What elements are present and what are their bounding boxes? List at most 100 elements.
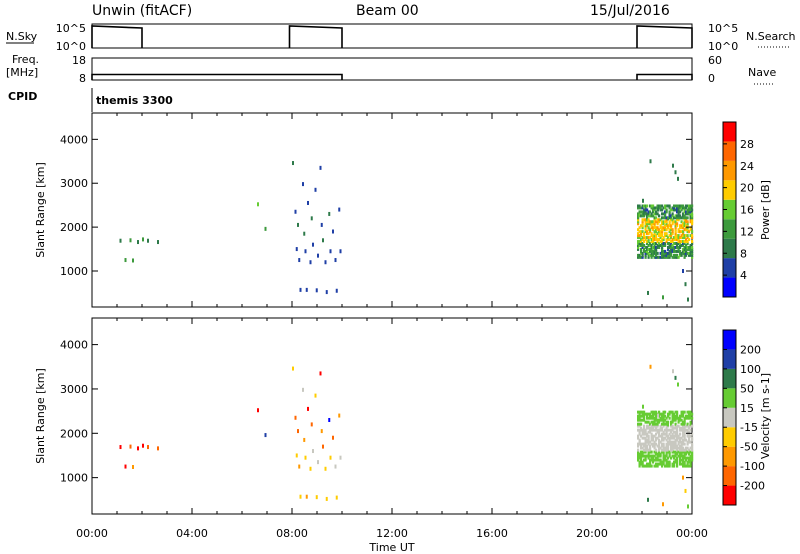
velocity-point: [299, 494, 302, 499]
power-patch-cell: [673, 238, 676, 242]
velocity-patch-cell: [644, 442, 647, 446]
power-patch-cell: [688, 247, 691, 251]
power-patch-cell: [662, 216, 665, 220]
velocity-patch-cell: [671, 462, 674, 466]
velocity-patch-cell: [691, 450, 694, 454]
power-colorbar-swatch: [723, 258, 736, 278]
velocity-patch-cell: [689, 450, 692, 454]
velocity-patch-cell: [685, 414, 688, 418]
velocity-patch-cell: [691, 442, 694, 446]
power-patch-cell: [650, 255, 653, 259]
power-points: [119, 159, 694, 302]
velocity-patch-cell: [650, 410, 653, 414]
power-point: [305, 287, 308, 292]
power-patch-cell: [683, 245, 686, 249]
power-point: [332, 229, 334, 234]
power-patch-cell: [664, 210, 667, 214]
power-patch-cell: [659, 230, 662, 234]
velocity-patch-cell: [686, 456, 689, 460]
power-patch-cell: [682, 206, 685, 210]
power-patch-cell: [661, 242, 664, 246]
power-patch-cell: [662, 226, 665, 230]
velocity-patch-cell: [668, 412, 671, 416]
velocity-patch-cell: [647, 440, 650, 444]
power-patch-cell: [653, 216, 656, 220]
velocity-patch-cell: [661, 416, 664, 420]
velocity-patch-cell: [641, 462, 644, 466]
velocity-patch-cell: [640, 462, 643, 466]
power-patch-cell: [665, 208, 668, 212]
power-patch-cell: [653, 242, 656, 246]
power-patch-cell: [689, 210, 692, 214]
power-patch-cell: [655, 245, 658, 249]
power-patch-cell: [637, 234, 640, 238]
velocity-patch-cell: [682, 456, 685, 460]
power-patch-cell: [661, 251, 664, 255]
velocity-patch-cell: [661, 438, 664, 442]
power-patch-cell: [664, 243, 667, 247]
power-patch-cell: [682, 230, 685, 234]
velocity-point: [672, 369, 674, 374]
velocity-patch-cell: [670, 422, 673, 426]
velocity-patch-cell: [670, 448, 673, 452]
velocity-patch-cell: [653, 410, 656, 414]
velocity-patch-cell: [680, 444, 683, 448]
power-patch-cell: [649, 214, 652, 218]
freq-segment: [636, 73, 693, 80]
power-patch-cell: [649, 249, 652, 253]
velocity-patch-cell: [647, 452, 650, 456]
power-patch-cell: [650, 238, 653, 242]
power-patch-cell: [655, 220, 658, 224]
velocity-patch-cell: [683, 442, 686, 446]
velocity-patch-cell: [688, 438, 691, 442]
power-patch-cell: [668, 253, 671, 257]
power-patch-cell: [665, 228, 668, 232]
velocity-patch-cell: [641, 432, 644, 436]
power-patch-cell: [643, 212, 646, 216]
velocity-patch-cell: [652, 444, 655, 448]
velocity-patch-cell: [649, 422, 652, 426]
power-patch-cell: [673, 236, 676, 240]
velocity-patch-cell: [653, 458, 656, 462]
power-patch-cell: [647, 212, 650, 216]
velocity-patch-cell: [637, 444, 640, 448]
power-patch-cell: [691, 220, 694, 224]
velocity-patch-cell: [674, 458, 677, 462]
velocity-patch-cell: [677, 418, 680, 422]
power-patch-cell: [653, 232, 656, 236]
velocity-patch-cell: [665, 416, 668, 420]
power-patch-cell: [638, 214, 641, 218]
velocity-patch-cell: [682, 450, 685, 454]
velocity-patch-cell: [640, 422, 643, 426]
x-axis-title: Time UT: [368, 541, 414, 554]
power-patch-cell: [653, 206, 656, 210]
velocity-patch-cell: [641, 464, 644, 468]
power-patch-cell: [644, 253, 647, 257]
power-patch-cell: [658, 245, 661, 249]
velocity-patch-cell: [644, 448, 647, 452]
velocity-patch-cell: [667, 456, 670, 460]
velocity-colorbar-swatch: [723, 485, 736, 505]
power-patch-cell: [653, 251, 656, 255]
velocity-patch-cell: [686, 432, 689, 436]
velocity-patch-cell: [673, 412, 676, 416]
velocity-patch-cell: [688, 416, 691, 420]
power-patch-cell: [674, 245, 677, 249]
velocity-point: [257, 408, 259, 413]
power-patch-cell: [661, 204, 664, 208]
power-patch-cell: [661, 249, 664, 253]
power-point: [677, 176, 679, 181]
noise-frame: [91, 23, 693, 49]
velocity-patch-cell: [655, 458, 658, 462]
velocity-patch-cell: [683, 410, 686, 414]
power-patch-cell: [691, 214, 694, 218]
power-patch-cell: [685, 247, 688, 251]
power-patch-cell: [689, 226, 692, 230]
power-patch-cell: [673, 253, 676, 257]
velocity-patch-cell: [671, 464, 674, 468]
velocity-patch-cell: [647, 426, 650, 430]
power-patch-cell: [676, 236, 679, 240]
velocity-point: [303, 437, 306, 442]
velocity-patch-cell: [686, 428, 689, 432]
power-patch-cell: [641, 238, 644, 242]
